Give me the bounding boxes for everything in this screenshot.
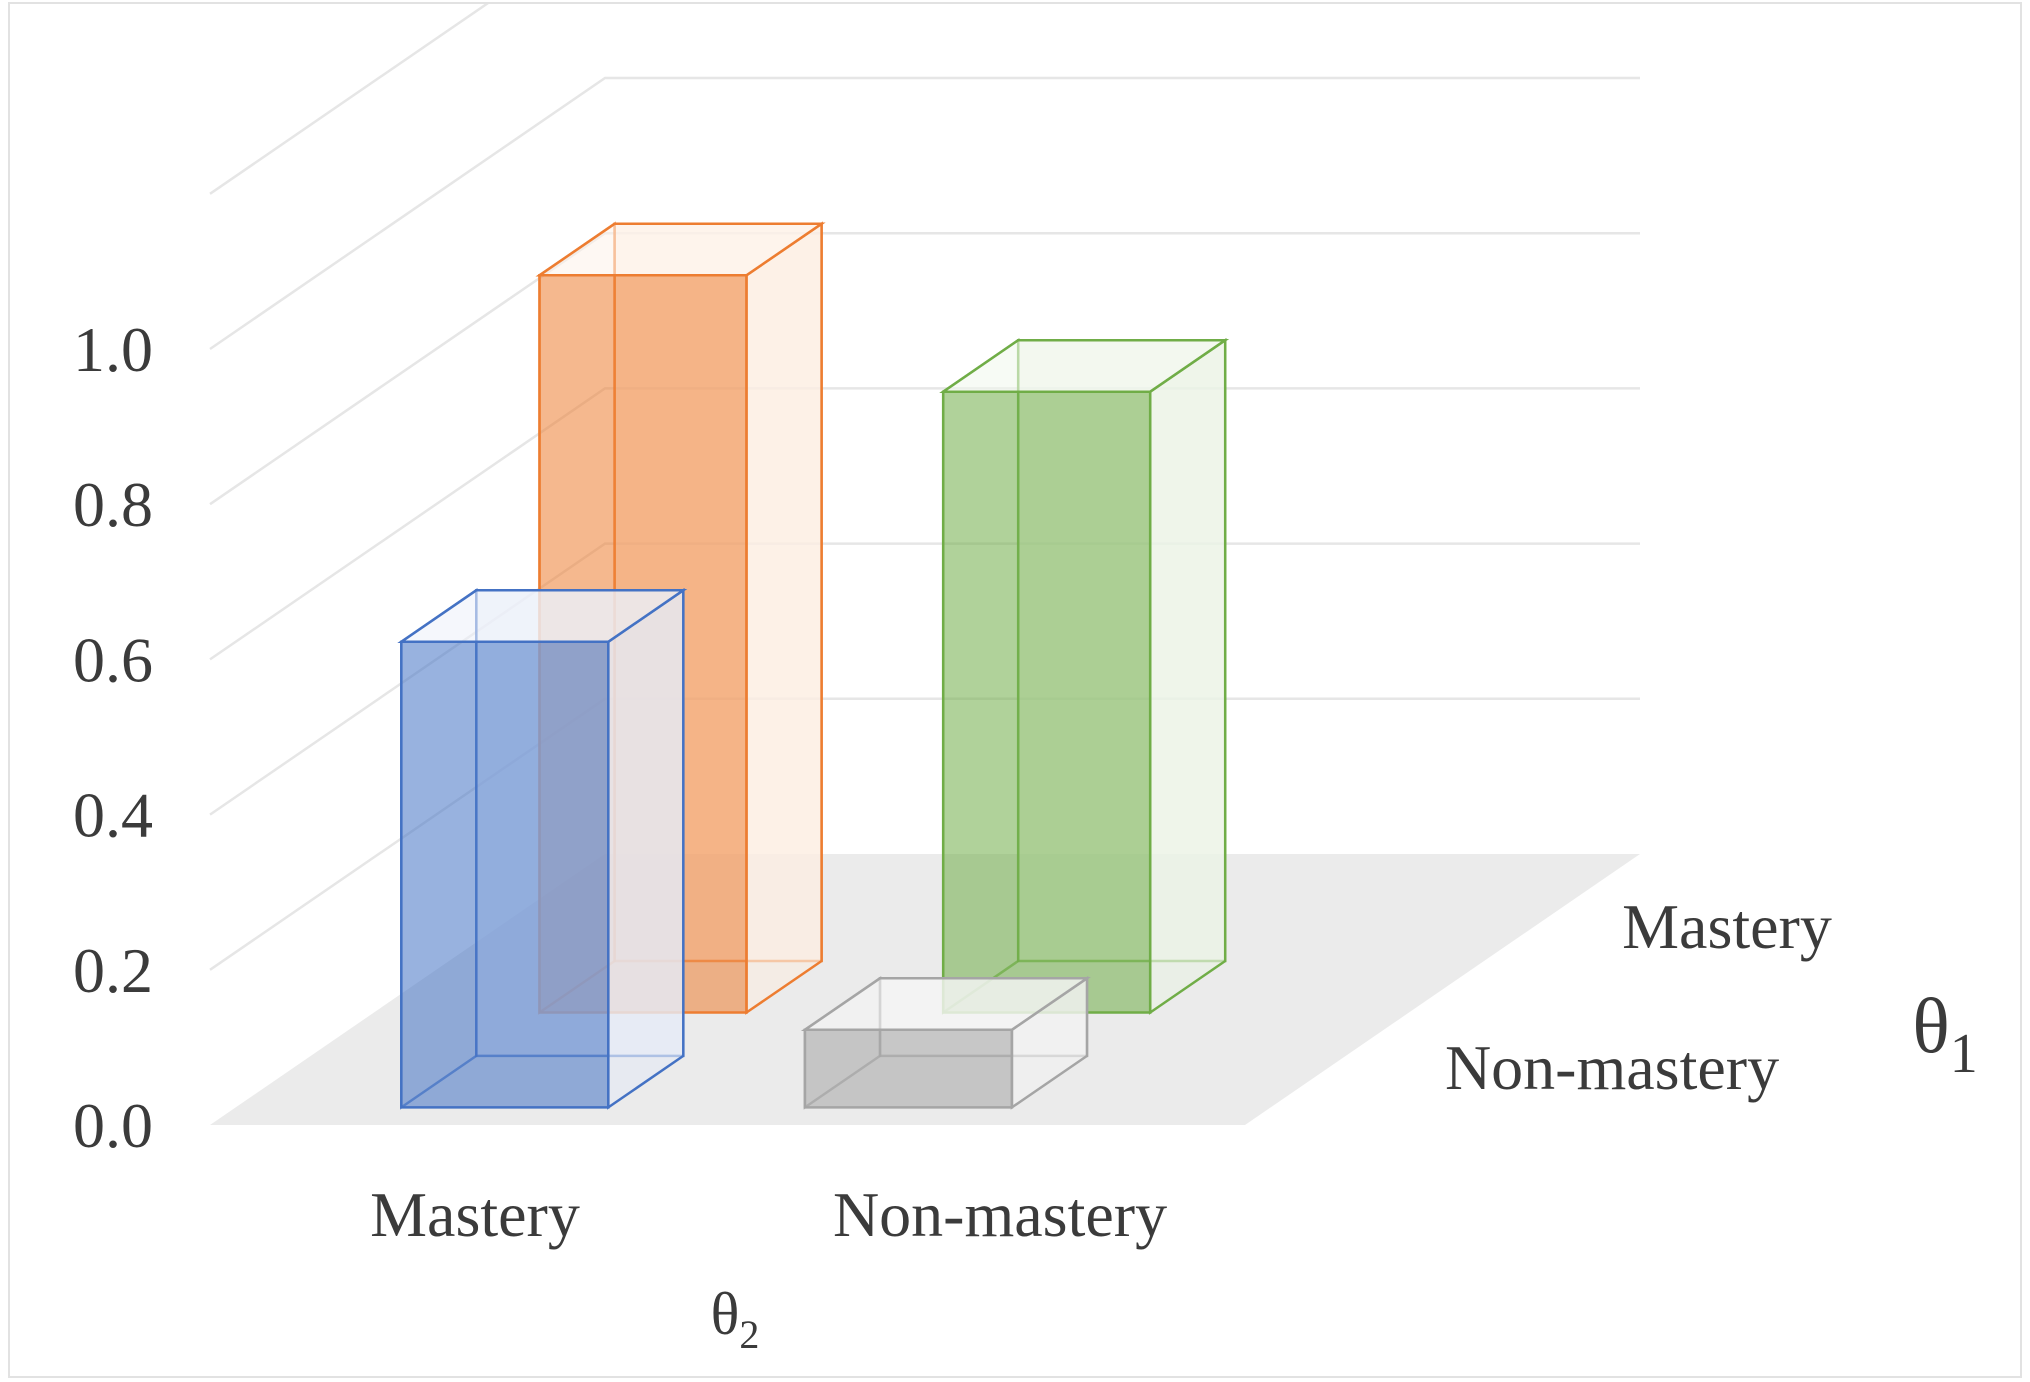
depth-axis-title-subscript: 1 bbox=[1950, 1023, 1978, 1085]
bar-side-face bbox=[745, 221, 823, 1015]
y-tick-label: 0.8 bbox=[73, 469, 153, 540]
bar-front-face bbox=[400, 640, 610, 1109]
bar bbox=[397, 587, 688, 1110]
gridline bbox=[209, 387, 1640, 661]
gridline bbox=[209, 231, 1640, 506]
gridline bbox=[209, 76, 1640, 351]
bar-side-face bbox=[607, 587, 685, 1110]
x-axis-title-symbol: θ bbox=[711, 1281, 740, 1347]
depth-axis-title-symbol: θ bbox=[1912, 982, 1949, 1069]
category-labels: Mastery Non-mastery Non-mastery Mastery bbox=[370, 891, 1832, 1250]
chart-3d-bar: 0.0 0.2 0.4 0.6 0.8 1.0 Mastery Non-mastery Non… bbox=[73, 4, 1978, 1357]
bar-side-face bbox=[1148, 337, 1227, 1015]
y-tick-label: 1.0 bbox=[73, 314, 153, 385]
x-axis-title: θ2 bbox=[711, 1281, 760, 1357]
bar bbox=[800, 975, 1092, 1110]
y-tick-label: 0.6 bbox=[73, 624, 153, 695]
y-tick-label: 0.4 bbox=[73, 780, 153, 851]
x-category-label: Mastery bbox=[370, 1179, 580, 1250]
depth-axis-title: θ1 bbox=[1912, 982, 1977, 1085]
x-category-label: Non-mastery bbox=[833, 1179, 1167, 1250]
y-axis-ticks: 0.0 0.2 0.4 0.6 0.8 1.0 bbox=[73, 314, 153, 1161]
bar bbox=[939, 337, 1230, 1015]
y-tick-label: 0.2 bbox=[73, 935, 153, 1006]
chart-frame: 0.0 0.2 0.4 0.6 0.8 1.0 Mastery Non-mastery Non… bbox=[8, 2, 2022, 1378]
bars bbox=[397, 221, 1230, 1110]
depth-category-label: Mastery bbox=[1622, 891, 1832, 962]
depth-category-label: Non-mastery bbox=[1445, 1032, 1779, 1103]
gridline bbox=[209, 4, 489, 195]
bar-front-face bbox=[941, 390, 1152, 1014]
bar-front-face bbox=[803, 1028, 1014, 1109]
x-axis-title-subscript: 2 bbox=[739, 1312, 759, 1357]
y-tick-label: 0.0 bbox=[73, 1090, 153, 1161]
